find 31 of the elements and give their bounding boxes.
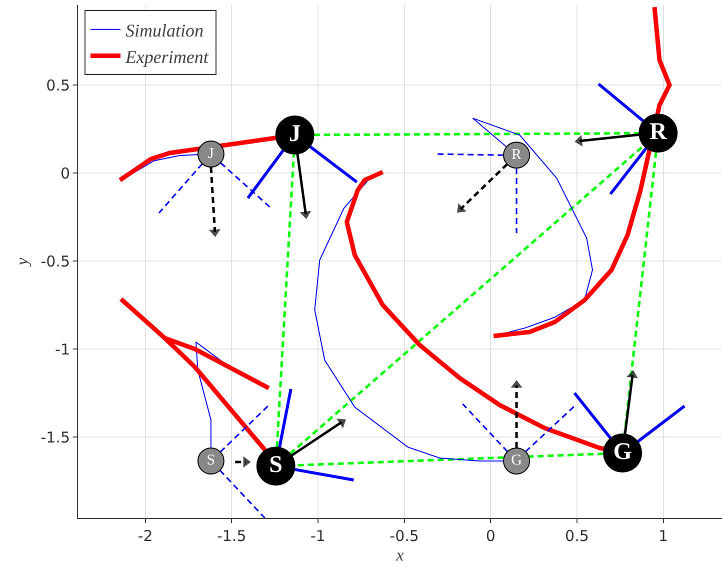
data-label: S (269, 452, 283, 478)
x-tick-label: 0 (486, 527, 496, 545)
x-tick-label: 1 (658, 527, 668, 545)
point (197, 447, 224, 474)
x-tick-label: -1 (310, 527, 326, 545)
y-tick-label: -1.5 (40, 428, 70, 446)
x-tick-label: -2 (138, 527, 153, 545)
point (300, 210, 312, 220)
y-tick-label: 0 (60, 164, 70, 182)
x-tick-label: -0.5 (390, 527, 419, 545)
y-tick-label: 0.5 (46, 76, 70, 94)
x-axis-title: x (395, 545, 404, 564)
data-label: J (288, 121, 301, 148)
legend-label: Experiment (124, 46, 210, 67)
x-tick-label: -1.5 (217, 527, 246, 545)
point (197, 140, 224, 168)
y-axis-title: y (12, 257, 32, 268)
data-label: R (512, 146, 522, 163)
point (626, 370, 638, 378)
data-label: G (613, 439, 632, 466)
y-tick-label: -0.5 (40, 252, 70, 270)
legend-label: Simulation (125, 20, 204, 40)
y-tick-label: -1 (55, 340, 70, 358)
point (336, 418, 346, 428)
data-label: S (206, 452, 216, 469)
point (457, 203, 466, 213)
x-tick-label: 0.5 (565, 527, 589, 545)
data-label: J (208, 146, 214, 162)
data-label: G (511, 452, 522, 469)
data-label: R (649, 119, 668, 146)
point (209, 229, 221, 238)
